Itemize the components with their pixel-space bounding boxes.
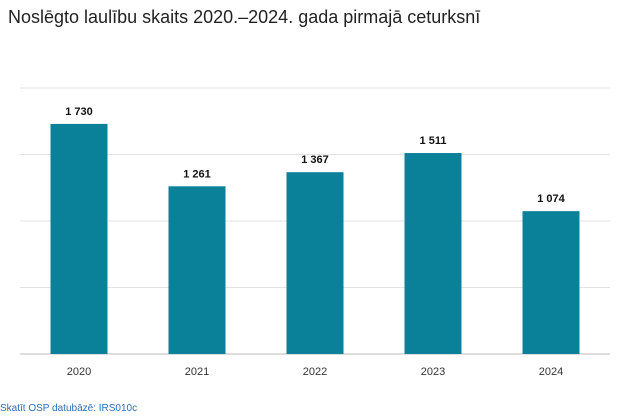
bar-2022 <box>286 172 344 354</box>
bars <box>50 123 580 354</box>
value-label: 1 730 <box>65 106 93 118</box>
value-label: 1 261 <box>183 168 211 180</box>
bar-2021 <box>168 186 226 354</box>
value-labels: 1 730 1 261 1 367 1 511 1 074 <box>65 106 565 205</box>
value-label: 1 511 <box>420 135 447 147</box>
x-tick-label: 2022 <box>303 366 327 378</box>
x-tick-label: 2021 <box>185 366 209 378</box>
bar-2024 <box>522 211 580 354</box>
value-label: 1 367 <box>301 154 329 166</box>
source-link[interactable]: Skatīt OSP datubāzē: IRS010c <box>0 403 138 414</box>
x-tick-label: 2020 <box>67 366 91 378</box>
x-tick-label: 2023 <box>421 366 445 378</box>
bar-2020 <box>50 123 108 354</box>
chart-title: Noslēgto laulību skaits 2020.–2024. gada… <box>8 7 481 27</box>
value-label: 1 074 <box>537 193 565 205</box>
x-tick-label: 2024 <box>539 366 563 378</box>
bar-2023 <box>404 153 462 354</box>
x-tick-labels: 2020 2021 2022 2023 2024 <box>67 366 563 378</box>
